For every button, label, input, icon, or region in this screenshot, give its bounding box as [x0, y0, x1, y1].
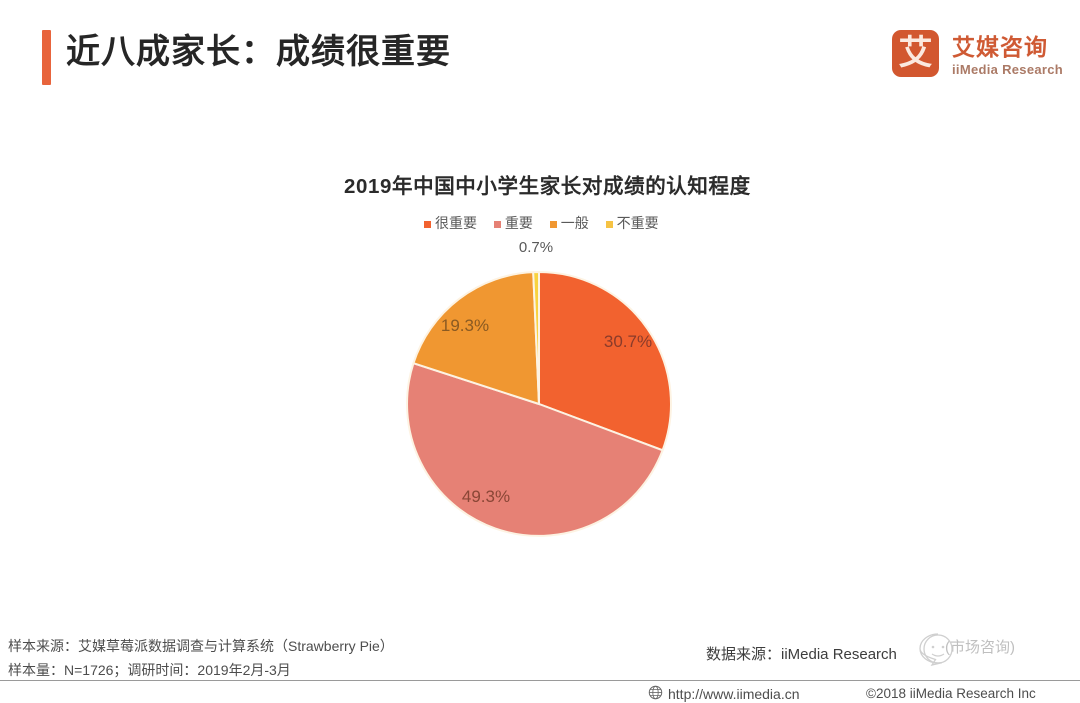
- svg-text:49.3%: 49.3%: [462, 487, 510, 506]
- svg-text:19.3%: 19.3%: [441, 316, 489, 335]
- svg-text:30.7%: 30.7%: [604, 332, 652, 351]
- svg-text:0.7%: 0.7%: [519, 239, 553, 256]
